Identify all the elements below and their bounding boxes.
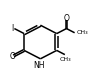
Text: CH₃: CH₃ [60,57,72,62]
Text: CH₃: CH₃ [77,30,89,35]
Text: O: O [9,52,15,61]
Text: O: O [64,14,69,23]
Text: I: I [11,24,13,33]
Text: NH: NH [34,61,45,70]
